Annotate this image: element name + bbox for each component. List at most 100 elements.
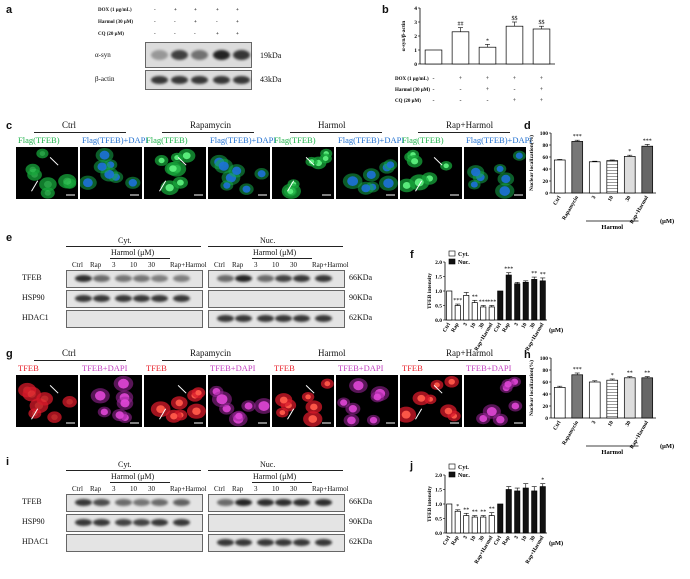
y-tick-label: 2 [414,34,417,40]
blot-band [217,539,234,546]
nucleus [279,410,286,416]
bar [522,487,529,534]
blot-band [173,519,190,526]
blot-band [315,499,332,506]
condition-sign-a: + [236,8,239,13]
section-underline [110,482,170,483]
blot-band [217,499,234,506]
blot-strip [66,310,203,328]
bar [588,381,601,419]
significance-label: $$ [512,15,518,22]
group-title: Harmol [318,120,346,130]
nucleus [40,395,49,403]
y-axis-label: Nuclear localization(%) [528,135,535,191]
condition-sign-b: - [460,98,462,104]
nucleus [486,406,497,417]
bar [553,159,566,194]
chart-d: 0 20 40 60 80 100 Ctrl *** Rapamycin 3 10 * 30 *** Rap… [528,131,674,231]
y-tick-label: 1.5 [435,275,442,281]
cell [62,396,77,408]
nucleus [366,170,376,180]
micrograph [80,375,142,427]
lane-label: 10 [130,485,137,493]
bar [514,490,521,534]
group-label: Harmol [601,224,623,231]
y-tick-label: 40 [543,392,549,398]
blot-band [213,50,230,60]
micrograph-cells [209,385,270,427]
nucleus [169,165,177,172]
panel-label-f: f [410,249,414,261]
micrograph-cells [90,375,139,424]
section-underline [66,246,201,247]
nucleus [347,176,359,187]
y-tick-label: 0.0 [435,531,442,537]
condition-sign-a: - [194,32,196,37]
bar [623,156,636,194]
y-tick-label: 0 [545,416,548,422]
y-tick-label: 0.5 [435,517,442,523]
x-tick-label: Ctrl [493,322,503,334]
x-tick-label: 3 [513,322,520,328]
lane-label: Ctrl [72,261,83,269]
y-tick-label: 100 [540,356,549,362]
significance-label: ** [627,371,633,377]
channel-label: Flag(TFEB) [18,135,60,145]
micrograph-cells [150,385,206,424]
bar [463,294,470,321]
group-title: Rap+Harmol [446,120,494,130]
condition-sign-b: + [540,98,544,104]
x-tick-label: 3 [462,535,469,541]
nucleus [175,399,183,407]
micrograph [400,147,462,199]
micrograph [464,147,526,199]
x-tick-label: 30 [625,195,633,203]
blot-band [293,539,310,546]
significance-label: ** [472,510,478,516]
lane-label: 3 [254,485,258,493]
significance-label: ** [480,510,486,516]
blot-band [235,315,252,322]
nucleus [83,178,93,188]
condition-sign-a: + [216,8,219,13]
y-tick-label: 0 [414,62,417,68]
nucleus [401,410,411,419]
cell [36,392,53,406]
nucleus [27,390,36,398]
nucleus [515,152,523,159]
nucleus [499,186,511,196]
section-title: Cyt. [118,460,132,469]
nucleus [63,177,72,185]
micrograph-cells [18,382,77,424]
condition-sign-a: - [216,20,218,25]
nucleus [235,412,243,420]
bar [505,25,524,65]
section-subtitle: Harmol (μM) [253,248,297,257]
lane-label: Ctrl [214,485,225,493]
bar [463,515,470,534]
group-underline [418,360,510,361]
significance-label: *** [504,267,513,273]
blot-band [151,499,168,506]
x-tick-label: 30 [529,322,537,330]
nucleus [411,158,419,165]
blot-band [275,499,292,506]
condition-label-b: CQ (20 μM) [395,99,421,104]
condition-sign-b: + [459,76,463,82]
blot-band [75,295,92,302]
blot-band [133,295,150,302]
blot-band [115,295,132,302]
group-label: Harmol [601,449,623,456]
legend-swatch [448,250,456,257]
group-title: Rapamycin [190,348,231,358]
x-tick-label: Rapamycin [561,420,580,446]
channel-label: TFEB+DAPI [210,363,256,373]
cell [40,187,55,199]
row-label-alpha-syn: α-syn [95,51,111,59]
bar [539,486,546,534]
blot-band [315,275,332,282]
blot-band [275,315,292,322]
condition-label-a: Harmol (30 μM) [98,20,134,25]
lane-label: 30 [148,485,155,493]
blot-band [151,50,168,60]
